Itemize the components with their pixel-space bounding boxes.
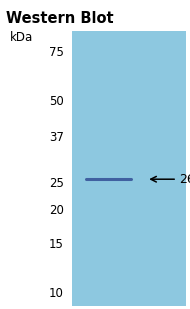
- Text: 10: 10: [49, 287, 64, 300]
- Text: 20: 20: [49, 204, 64, 217]
- Text: 37: 37: [49, 131, 64, 144]
- Text: 26kDa: 26kDa: [179, 173, 190, 186]
- Text: 25: 25: [49, 177, 64, 190]
- Text: 15: 15: [49, 239, 64, 252]
- Text: kDa: kDa: [10, 31, 33, 44]
- Text: Western Blot: Western Blot: [6, 11, 113, 26]
- Text: 75: 75: [49, 46, 64, 59]
- Text: 50: 50: [49, 95, 64, 108]
